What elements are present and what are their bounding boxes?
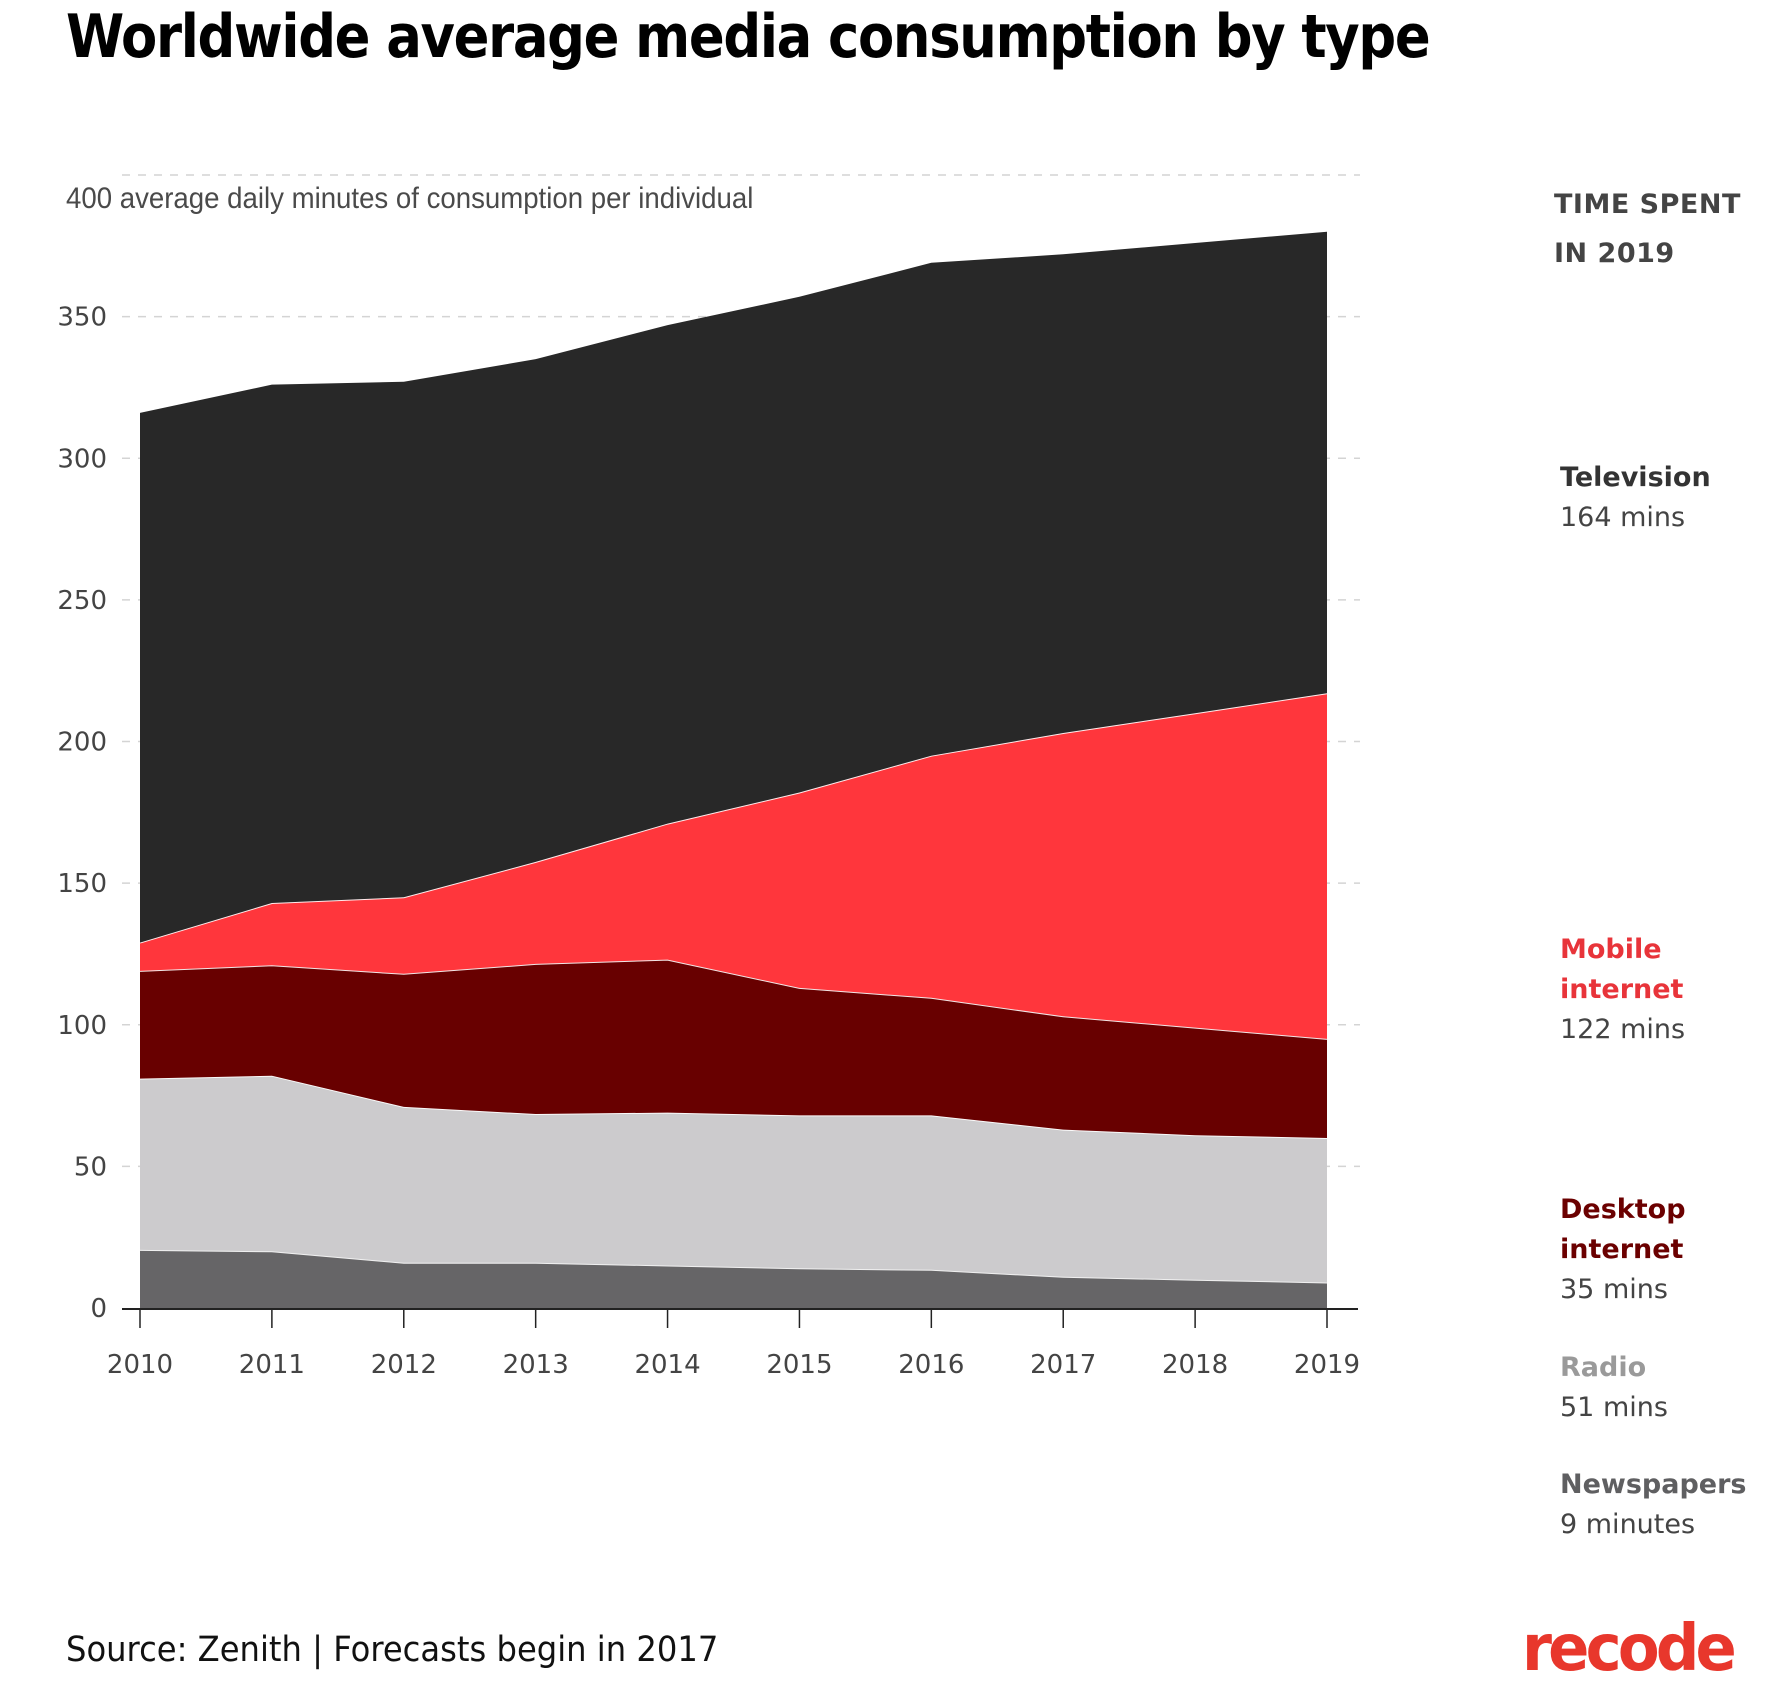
area-mobile-internet bbox=[140, 693, 1327, 1039]
legend-newspapers-name: Newspapers bbox=[1560, 1469, 1747, 1500]
x-tick-label-2014: 2014 bbox=[634, 1350, 700, 1380]
legend-television-name: Television bbox=[1560, 462, 1711, 493]
x-tick-label-2010: 2010 bbox=[107, 1350, 173, 1380]
legend-radio: Radio 51 mins bbox=[1560, 1348, 1668, 1428]
legend-newspapers-value: 9 minutes bbox=[1560, 1509, 1696, 1540]
y-tick-label-100: 100 bbox=[57, 1011, 107, 1041]
area-television bbox=[140, 231, 1327, 943]
legend-mobile-name-line-2: internet bbox=[1560, 974, 1684, 1005]
stacked-areas bbox=[139, 231, 1328, 1308]
legend-desktop-value: 35 mins bbox=[1560, 1274, 1668, 1305]
y-axis-label: average daily minutes of consumption per… bbox=[119, 182, 754, 215]
legend-desktop-internet: Desktop internet 35 mins bbox=[1560, 1190, 1686, 1310]
y-tick-label-250: 250 bbox=[57, 586, 107, 616]
y-axis-top-tick: 400 bbox=[66, 182, 113, 215]
area-desktop-internet bbox=[140, 959, 1327, 1138]
legend-desktop-name-line-1: Desktop bbox=[1560, 1194, 1686, 1225]
y-tick-label-0: 0 bbox=[90, 1294, 107, 1324]
y-tick-label-50: 50 bbox=[74, 1152, 107, 1182]
legend-desktop-name-line-2: internet bbox=[1560, 1234, 1684, 1265]
x-tick-label-2017: 2017 bbox=[1030, 1350, 1096, 1380]
area-radio bbox=[140, 1075, 1327, 1283]
y-tick-label-150: 150 bbox=[57, 869, 107, 899]
legend-header: TIME SPENT IN 2019 bbox=[1554, 180, 1741, 278]
x-tick-label-2011: 2011 bbox=[239, 1350, 305, 1380]
legend-radio-name: Radio bbox=[1560, 1352, 1647, 1383]
x-tick-label-2019: 2019 bbox=[1294, 1350, 1360, 1380]
x-tick-label-2016: 2016 bbox=[898, 1350, 964, 1380]
legend-mobile-value: 122 mins bbox=[1560, 1014, 1686, 1045]
x-tick-label-2012: 2012 bbox=[371, 1350, 437, 1380]
legend-mobile-name-line-1: Mobile bbox=[1560, 934, 1662, 965]
y-tick-label-350: 350 bbox=[57, 303, 107, 333]
axes: 2010 2011 2012 2013 2014 2015 2016 2017 2018 2019… bbox=[57, 303, 1360, 1380]
area-newspapers bbox=[140, 1249, 1327, 1308]
x-tick-label-2013: 2013 bbox=[503, 1350, 569, 1380]
legend-newspapers: Newspapers 9 minutes bbox=[1560, 1465, 1747, 1545]
source-note: Source: Zenith | Forecasts begin in 2017 bbox=[66, 1630, 719, 1670]
legend-header-line-1: TIME SPENT bbox=[1554, 189, 1741, 220]
legend-mobile-internet: Mobile internet 122 mins bbox=[1560, 930, 1685, 1050]
y-axis-title: 400 average daily minutes of consumption… bbox=[66, 182, 761, 216]
legend-television-value: 164 mins bbox=[1560, 502, 1686, 533]
chart-title: Worldwide average media consumption by t… bbox=[66, 2, 1431, 72]
y-tick-label-200: 200 bbox=[57, 728, 107, 758]
x-tick-label-2018: 2018 bbox=[1162, 1350, 1228, 1380]
x-tick-label-2015: 2015 bbox=[766, 1350, 832, 1380]
legend-television: Television 164 mins bbox=[1560, 458, 1711, 538]
recode-logo: recode bbox=[1522, 1612, 1737, 1686]
legend-header-line-2: IN 2019 bbox=[1554, 238, 1675, 269]
legend-radio-value: 51 mins bbox=[1560, 1392, 1668, 1423]
y-tick-label-300: 300 bbox=[57, 444, 107, 474]
